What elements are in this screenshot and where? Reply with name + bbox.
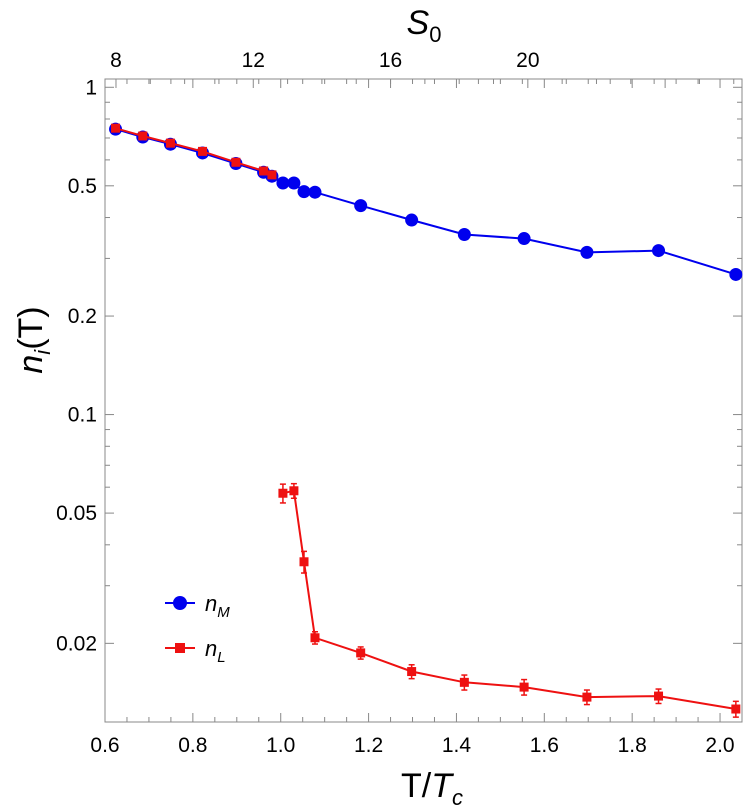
data-point xyxy=(138,131,148,141)
data-point xyxy=(198,146,208,156)
top-tick-label: 12 xyxy=(242,49,265,72)
legend-nL-marker xyxy=(175,643,185,653)
data-point xyxy=(731,704,741,714)
data-point xyxy=(459,677,469,687)
x-tick-label: 0.8 xyxy=(178,734,207,757)
legend-nL-label: nL xyxy=(205,636,226,666)
legend-nM-label: nM xyxy=(205,591,230,621)
axes-frame xyxy=(104,78,743,723)
y-tick-label: 0.2 xyxy=(68,305,97,328)
data-point xyxy=(654,691,664,701)
y-axis-title: ni(T) xyxy=(12,306,55,373)
top-tick-label: 8 xyxy=(110,49,122,72)
data-point xyxy=(407,667,417,677)
data-point xyxy=(580,245,594,259)
x-tick-label: 2.0 xyxy=(705,734,734,757)
series-nM xyxy=(109,122,743,281)
series-layer xyxy=(109,122,743,718)
x-tick-label: 1.4 xyxy=(442,734,472,757)
x-axis-ticks: 0.6 0.8 1.0 1.2 1.4 1.6 1.8 2.0 xyxy=(90,79,743,757)
legend: nM nL xyxy=(165,591,230,666)
legend-item-nM: nM xyxy=(165,591,230,621)
data-point xyxy=(582,692,592,702)
data-point xyxy=(297,185,311,199)
data-point xyxy=(267,170,277,180)
top-axis-title: S0 xyxy=(407,4,442,47)
x-tick-label: 1.6 xyxy=(530,734,559,757)
y-tick-label: 0.1 xyxy=(68,404,97,427)
x-tick-label: 1.2 xyxy=(354,734,383,757)
data-point xyxy=(299,557,309,567)
data-point xyxy=(231,157,241,167)
data-point xyxy=(457,227,471,241)
data-point xyxy=(276,176,290,190)
top-tick-label: 16 xyxy=(379,49,402,72)
data-point xyxy=(287,176,301,190)
x-tick-label: 1.0 xyxy=(266,734,295,757)
data-point xyxy=(405,213,419,227)
top-axis-ticks: 8 12 16 20 xyxy=(110,49,735,88)
data-point xyxy=(519,682,529,692)
data-point xyxy=(289,486,299,496)
x-tick-label: 1.8 xyxy=(618,734,647,757)
y-axis-ticks: 1 0.5 0.2 0.1 0.05 0.02 xyxy=(56,76,742,655)
data-point xyxy=(308,185,322,199)
data-point xyxy=(652,244,666,258)
data-point xyxy=(259,166,269,176)
data-point xyxy=(278,488,288,498)
legend-nM-marker xyxy=(173,596,187,610)
y-tick-label: 0.05 xyxy=(56,502,97,525)
data-point xyxy=(111,123,121,133)
x-tick-label: 0.6 xyxy=(90,734,119,757)
data-point xyxy=(729,267,743,281)
series-nL xyxy=(111,123,741,718)
y-tick-label: 0.5 xyxy=(68,175,97,198)
data-point xyxy=(354,199,368,213)
data-point xyxy=(517,232,531,246)
data-point xyxy=(165,138,175,148)
y-tick-label: 0.02 xyxy=(56,632,97,655)
series-nL-line-lower xyxy=(282,489,736,710)
plot-frame xyxy=(104,78,743,723)
x-axis-title: T/Tc xyxy=(401,767,463,809)
data-point xyxy=(310,633,320,643)
y-tick-label: 1 xyxy=(85,76,97,99)
legend-item-nL: nL xyxy=(165,636,226,666)
data-point xyxy=(356,648,366,658)
top-tick-label: 20 xyxy=(516,49,539,72)
